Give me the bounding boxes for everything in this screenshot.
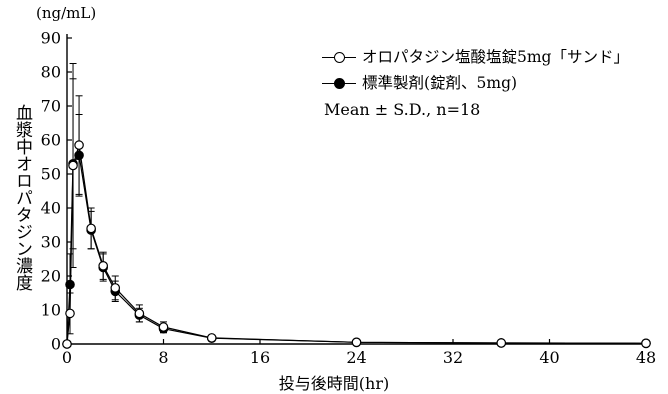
axes <box>66 34 646 345</box>
x-tick-label: 24 <box>346 348 366 367</box>
legend-label: オロパタジン塩酸塩錠5mg「サンド」 <box>362 48 629 66</box>
data-point-test <box>98 260 108 271</box>
data-point-reference <box>74 150 84 161</box>
open-circle-marker-icon <box>334 52 345 63</box>
series-line <box>66 153 647 345</box>
y-tick-label: 40 <box>41 199 61 218</box>
series-line <box>66 144 647 345</box>
stats-annotation: Mean ± S.D., n=18 <box>324 100 481 119</box>
y-tick-label: 80 <box>41 63 61 82</box>
y-tick-label: 0 <box>51 335 61 354</box>
data-point-test <box>86 223 96 234</box>
data-point-reference <box>65 279 75 290</box>
y-tick-label: 50 <box>41 165 61 184</box>
legend-label: 標準製剤(錠剤、5mg) <box>362 74 518 92</box>
y-axis-unit: (ng/mL) <box>36 4 97 22</box>
data-point-test <box>62 339 72 349</box>
x-tick-label: 16 <box>250 348 270 367</box>
x-axis-label: 投与後時間(hr) <box>278 374 390 393</box>
series-markers <box>62 140 651 349</box>
filled-circle-marker-icon <box>334 78 345 89</box>
y-tick-label: 10 <box>41 301 61 320</box>
data-point-test <box>496 338 507 348</box>
axis-ticks: 0 10 20 30 40 50 60 70 80 90 0 8 16 24 32 40 48 <box>41 29 657 368</box>
y-tick-label: 30 <box>41 233 61 252</box>
x-tick-label: 0 <box>62 348 72 367</box>
series-lines <box>66 144 647 345</box>
data-point-test <box>74 140 84 150</box>
data-point-test <box>110 283 121 293</box>
data-point-test <box>68 160 78 171</box>
x-tick-label: 8 <box>158 348 168 367</box>
data-point-test <box>351 337 362 348</box>
y-tick-label: 70 <box>41 97 61 116</box>
y-axis-label: 血漿中オロパタジン濃度 <box>12 104 32 291</box>
data-point-test <box>641 338 651 349</box>
data-point-test <box>158 322 169 332</box>
y-tick-label: 20 <box>41 267 61 286</box>
y-tick-label: 90 <box>41 29 61 48</box>
x-tick-label: 40 <box>539 348 559 367</box>
x-tick-label: 48 <box>636 348 656 367</box>
y-tick-label: 60 <box>41 131 61 150</box>
x-tick-label: 32 <box>443 348 463 367</box>
data-point-test <box>206 333 217 343</box>
data-point-test <box>65 308 75 319</box>
data-point-test <box>134 308 145 319</box>
